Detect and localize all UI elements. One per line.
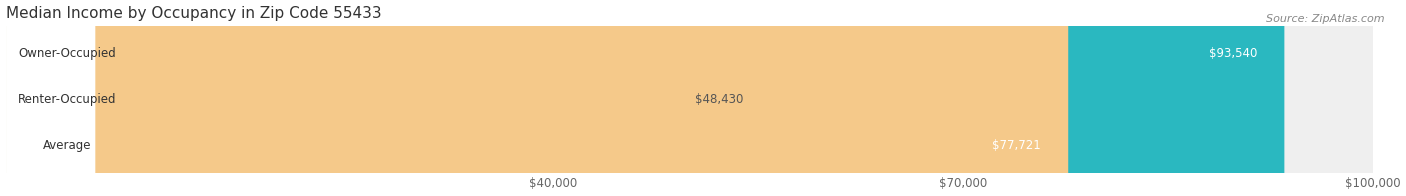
Text: Source: ZipAtlas.com: Source: ZipAtlas.com [1267, 14, 1385, 24]
Text: Median Income by Occupancy in Zip Code 55433: Median Income by Occupancy in Zip Code 5… [6, 5, 382, 21]
FancyBboxPatch shape [6, 0, 1069, 196]
Text: $93,540: $93,540 [1209, 47, 1257, 60]
FancyBboxPatch shape [6, 0, 1284, 196]
FancyBboxPatch shape [6, 0, 668, 196]
Text: Average: Average [42, 139, 91, 152]
FancyBboxPatch shape [6, 0, 1372, 196]
FancyBboxPatch shape [6, 0, 96, 196]
Text: $48,430: $48,430 [696, 93, 744, 106]
FancyBboxPatch shape [6, 0, 96, 196]
FancyBboxPatch shape [6, 0, 1372, 196]
Text: Owner-Occupied: Owner-Occupied [18, 47, 115, 60]
FancyBboxPatch shape [6, 0, 1372, 196]
Text: Renter-Occupied: Renter-Occupied [18, 93, 117, 106]
FancyBboxPatch shape [6, 0, 96, 196]
Text: $77,721: $77,721 [993, 139, 1040, 152]
